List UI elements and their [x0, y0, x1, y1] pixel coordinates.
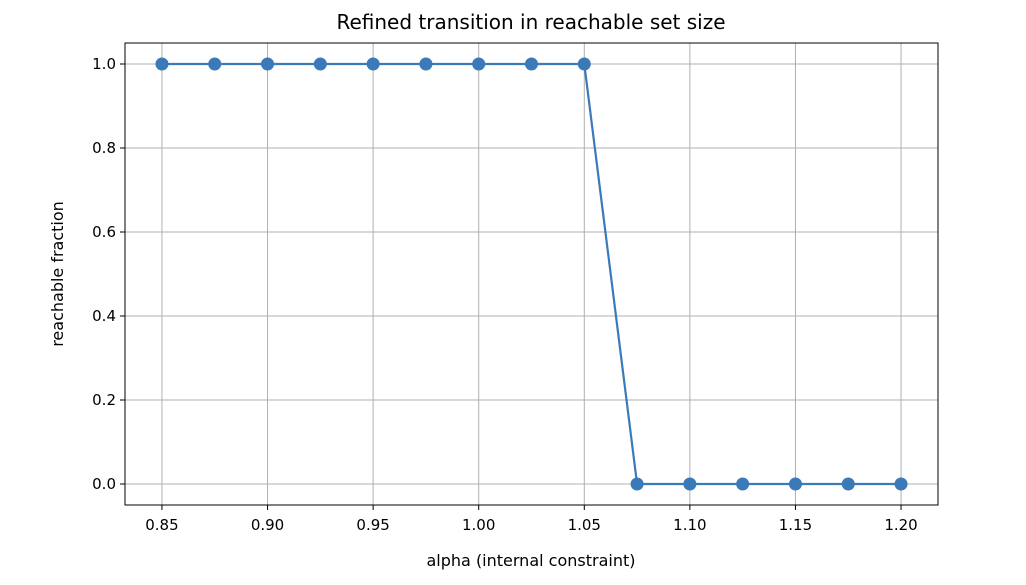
x-tick-label: 0.95	[356, 516, 389, 534]
data-point	[366, 57, 380, 71]
x-tick-label: 1.10	[673, 516, 706, 534]
data-point	[472, 57, 486, 71]
series-line	[161, 62, 902, 486]
x-tick-label: 0.90	[251, 516, 284, 534]
data-point	[208, 57, 222, 71]
y-tick-label: 0.6	[92, 223, 116, 241]
series-group	[155, 57, 908, 491]
data-point	[419, 57, 433, 71]
x-tick-label: 0.85	[145, 516, 178, 534]
data-point	[841, 477, 855, 491]
data-point	[577, 57, 591, 71]
data-point	[736, 477, 750, 491]
x-axis: 0.85 0.90 0.95 1.00 1.05 1.10 1.15 1.20	[145, 505, 918, 534]
grid	[125, 43, 938, 505]
plot-area	[124, 42, 939, 506]
y-tick-label: 0.8	[92, 139, 116, 157]
y-axis: 0.0 0.2 0.4 0.6 0.8 1.0	[92, 55, 125, 493]
data-point	[894, 477, 908, 491]
x-tick-label: 1.20	[884, 516, 917, 534]
data-point	[313, 57, 327, 71]
x-tick-label: 1.05	[568, 516, 601, 534]
data-point	[261, 57, 275, 71]
chart-title: Refined transition in reachable set size	[336, 10, 725, 34]
x-axis-label: alpha (internal constraint)	[427, 551, 636, 570]
data-point	[155, 57, 169, 71]
y-tick-label: 0.0	[92, 475, 116, 493]
y-axis-label: reachable fraction	[48, 201, 67, 347]
y-tick-label: 0.2	[92, 391, 116, 409]
y-tick-label: 1.0	[92, 55, 116, 73]
data-point	[525, 57, 538, 71]
x-tick-label: 1.15	[779, 516, 812, 534]
data-point	[683, 477, 697, 491]
x-tick-label: 1.00	[462, 516, 495, 534]
data-point	[788, 477, 802, 491]
y-tick-label: 0.4	[92, 307, 116, 325]
data-point	[630, 477, 644, 491]
